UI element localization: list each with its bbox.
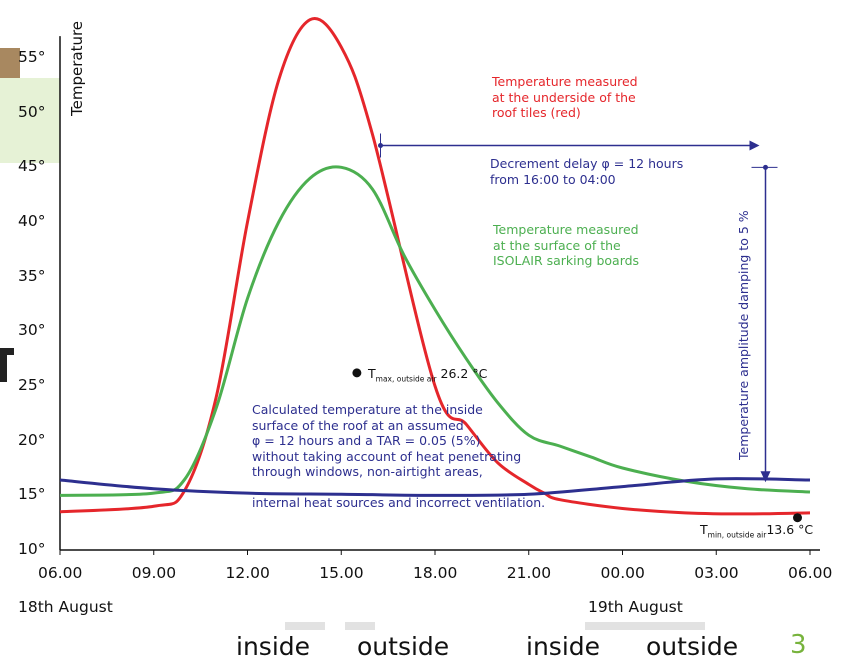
x-tick-label: 21.00: [506, 564, 552, 582]
background-blur: [585, 622, 705, 630]
chart-axes: [59, 36, 820, 555]
y-tick-label: 30°: [18, 321, 46, 340]
x-tick-label: 06.00: [38, 564, 83, 582]
y-tick-label: 25°: [18, 376, 46, 394]
red-series-annotation: Temperature measured at the underside of…: [492, 74, 638, 120]
tmin-label: Tmin, outside air13.6 °C: [700, 522, 814, 540]
x-tick-label: 06.00: [788, 564, 833, 582]
green-series-annotation: Temperature measured at the surface of t…: [493, 222, 640, 268]
y-tick-label: 10°: [18, 540, 46, 558]
chart-arrows: [378, 133, 778, 483]
y-tick-label: 35°: [18, 266, 46, 285]
chart-series: [59, 17, 811, 516]
y-tick-label: 55°: [18, 48, 46, 66]
damping-arrowhead: [760, 471, 771, 483]
y-tick-label: 45°: [18, 157, 46, 176]
decrement-delay-start-dot: [378, 142, 383, 148]
x-tick-label: 00.00: [600, 564, 645, 582]
slide-number: 3: [790, 630, 807, 660]
background-text-fragment: [0, 348, 14, 382]
decrement-delay-arrowhead: [749, 140, 760, 151]
y-tick-label: 20°: [18, 430, 46, 449]
date-label-end: 19th August: [588, 598, 683, 616]
blue-inside-surface-line: [59, 477, 811, 497]
background-blur: [345, 622, 375, 630]
tmin-marker: [793, 513, 802, 523]
footer-word-inside: inside: [236, 632, 311, 661]
y-tick-label: 50°: [18, 102, 46, 121]
tmax-label: Tmax, outside air 26.2 °C: [368, 366, 488, 384]
background-blur: [285, 622, 325, 630]
x-tick-label: 12.00: [225, 564, 270, 582]
red-roof-tile-line: [59, 17, 811, 516]
footer-word-outside: outside: [646, 632, 739, 661]
date-label-start: 18th August: [18, 598, 113, 616]
y-tick-label: 40°: [18, 212, 46, 230]
background-photo-fragment: [0, 48, 20, 78]
decrement-delay-annotation: Decrement delay φ = 12 hours from 16:00 …: [490, 156, 684, 187]
amplitude-damping-label: Temperature amplitude damping to 5 %: [736, 210, 751, 460]
x-tick-label: 03.00: [694, 564, 739, 582]
footer-word-inside: inside: [526, 632, 601, 661]
footer-word-outside: outside: [357, 632, 450, 661]
x-tick-label: 09.00: [131, 564, 177, 582]
damping-start-dot: [763, 164, 768, 170]
x-tick-label: 18.00: [413, 564, 458, 582]
y-axis-label: Temperature: [68, 20, 86, 116]
chart-markers: [352, 368, 802, 523]
x-tick-label: 15.00: [319, 564, 364, 582]
tmax-marker: [352, 368, 362, 378]
y-tick-label: 15°: [18, 485, 46, 504]
inside-temperature-annotation: Calculated temperature at the inside sur…: [252, 402, 546, 510]
background-green-panel: [0, 78, 60, 163]
green-sarking-board-line: [59, 165, 811, 497]
